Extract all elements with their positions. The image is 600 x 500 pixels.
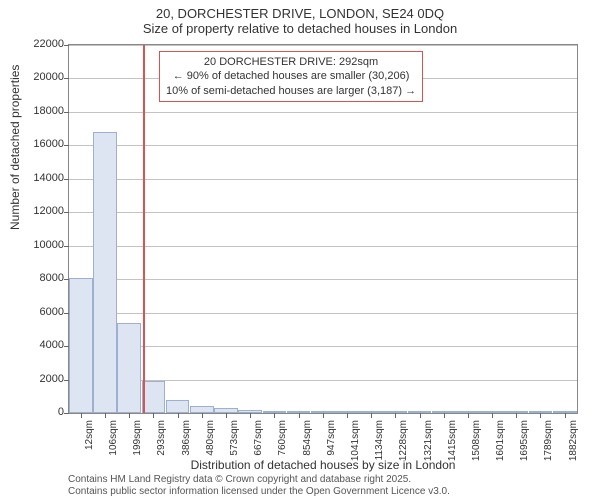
ytick-mark	[64, 179, 69, 180]
xtick-label: 947sqm	[326, 420, 337, 456]
xtick-label: 1695sqm	[519, 420, 530, 461]
xtick-mark	[468, 413, 469, 418]
xtick-mark	[274, 413, 275, 418]
ytick-label: 12000	[14, 205, 64, 217]
ytick-label: 2000	[14, 373, 64, 385]
xtick-mark	[565, 413, 566, 418]
ytick-mark	[64, 145, 69, 146]
xtick-mark	[202, 413, 203, 418]
xtick-label: 1789sqm	[543, 420, 554, 461]
annotation-line1: 20 DORCHESTER DRIVE: 292sqm	[166, 55, 416, 69]
ytick-label: 10000	[14, 239, 64, 251]
gridline	[69, 313, 577, 314]
ytick-label: 18000	[14, 105, 64, 117]
xtick-mark	[540, 413, 541, 418]
xtick-label: 1134sqm	[374, 420, 385, 460]
xtick-mark	[420, 413, 421, 418]
xtick-mark	[516, 413, 517, 418]
histogram-bar	[117, 323, 141, 413]
ytick-label: 4000	[14, 339, 64, 351]
histogram-bar	[69, 278, 93, 413]
xtick-mark	[226, 413, 227, 418]
gridline	[69, 246, 577, 247]
xtick-mark	[153, 413, 154, 418]
gridline	[69, 112, 577, 113]
footer-attribution: Contains HM Land Registry data © Crown c…	[68, 474, 450, 498]
xtick-label: 760sqm	[277, 420, 288, 456]
xtick-mark	[178, 413, 179, 418]
ytick-label: 0	[14, 406, 64, 418]
xtick-mark	[105, 413, 106, 418]
xtick-label: 1228sqm	[398, 420, 409, 461]
xtick-mark	[444, 413, 445, 418]
gridline	[69, 179, 577, 180]
chart-title-main: 20, DORCHESTER DRIVE, LONDON, SE24 0DQ	[0, 0, 600, 21]
gridline	[69, 279, 577, 280]
ytick-label: 6000	[14, 306, 64, 318]
xtick-label: 1041sqm	[350, 420, 361, 461]
ytick-label: 8000	[14, 272, 64, 284]
plot-area: 20 DORCHESTER DRIVE: 292sqm ← 90% of det…	[68, 44, 578, 414]
gridline	[69, 45, 577, 46]
xtick-label: 1415sqm	[447, 420, 458, 461]
xtick-label: 293sqm	[156, 420, 167, 456]
xtick-label: 854sqm	[302, 420, 313, 456]
annotation-line3: 10% of semi-detached houses are larger (…	[166, 84, 416, 98]
xtick-mark	[395, 413, 396, 418]
ytick-mark	[64, 78, 69, 79]
annotation-line2: ← 90% of detached houses are smaller (30…	[166, 69, 416, 83]
ytick-label: 14000	[14, 172, 64, 184]
property-marker-line	[143, 45, 145, 413]
xtick-label: 106sqm	[108, 420, 119, 456]
histogram-bar	[142, 381, 166, 413]
xtick-mark	[81, 413, 82, 418]
ytick-mark	[64, 45, 69, 46]
histogram-bar	[190, 406, 214, 413]
xtick-mark	[299, 413, 300, 418]
ytick-mark	[64, 246, 69, 247]
xtick-label: 386sqm	[181, 420, 192, 456]
ytick-label: 16000	[14, 138, 64, 150]
xtick-label: 1508sqm	[471, 420, 482, 461]
ytick-mark	[64, 413, 69, 414]
annotation-box: 20 DORCHESTER DRIVE: 292sqm ← 90% of det…	[159, 51, 423, 102]
histogram-bar	[166, 400, 190, 413]
xtick-label: 199sqm	[132, 420, 143, 456]
xtick-label: 1321sqm	[423, 420, 434, 461]
xtick-mark	[129, 413, 130, 418]
xtick-label: 573sqm	[229, 420, 240, 456]
ytick-mark	[64, 212, 69, 213]
xtick-mark	[492, 413, 493, 418]
xtick-label: 1882sqm	[568, 420, 579, 461]
xtick-mark	[371, 413, 372, 418]
histogram-bar	[93, 132, 117, 413]
gridline	[69, 212, 577, 213]
xtick-label: 480sqm	[205, 420, 216, 456]
ytick-label: 22000	[14, 38, 64, 50]
gridline	[69, 346, 577, 347]
xtick-mark	[347, 413, 348, 418]
footer-line1: Contains HM Land Registry data © Crown c…	[68, 474, 450, 486]
chart-title-sub: Size of property relative to detached ho…	[0, 21, 600, 40]
ytick-mark	[64, 112, 69, 113]
ytick-label: 20000	[14, 71, 64, 83]
footer-line2: Contains public sector information licen…	[68, 486, 450, 498]
xtick-label: 667sqm	[253, 420, 264, 456]
xtick-mark	[250, 413, 251, 418]
chart-container: 20, DORCHESTER DRIVE, LONDON, SE24 0DQ S…	[0, 0, 600, 500]
xtick-mark	[323, 413, 324, 418]
xtick-label: 12sqm	[84, 420, 95, 450]
gridline	[69, 145, 577, 146]
xtick-label: 1601sqm	[495, 420, 506, 461]
